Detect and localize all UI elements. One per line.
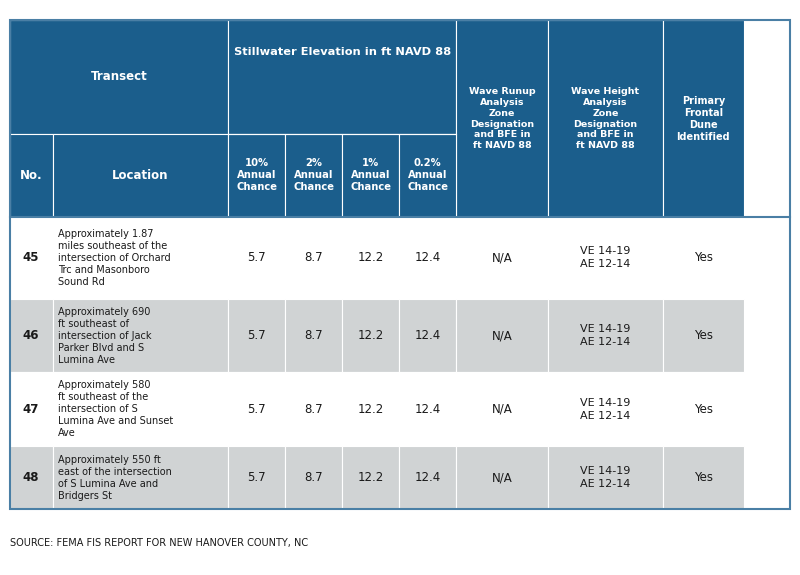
Text: 48: 48 bbox=[23, 471, 39, 484]
Bar bbox=[663, 298, 743, 373]
Bar bbox=[399, 217, 456, 298]
Text: VE 14-19
AE 12-14: VE 14-19 AE 12-14 bbox=[580, 466, 630, 489]
Text: Wave Height
Analysis
Zone
Designation
and BFE in
ft NAVD 88: Wave Height Analysis Zone Designation an… bbox=[571, 87, 639, 150]
Text: 5.7: 5.7 bbox=[247, 251, 266, 264]
Text: 5.7: 5.7 bbox=[247, 471, 266, 484]
Bar bbox=[663, 217, 743, 298]
Bar bbox=[399, 134, 456, 217]
Text: VE 14-19
AE 12-14: VE 14-19 AE 12-14 bbox=[580, 324, 630, 347]
Text: 12.4: 12.4 bbox=[414, 471, 441, 484]
Text: Approximately 580
ft southeast of the
intersection of S
Lumina Ave and Sunset
Av: Approximately 580 ft southeast of the in… bbox=[58, 381, 174, 438]
Text: 12.4: 12.4 bbox=[414, 403, 441, 416]
Bar bbox=[456, 373, 547, 446]
Text: VE 14-19
AE 12-14: VE 14-19 AE 12-14 bbox=[580, 246, 630, 270]
Text: Approximately 690
ft southeast of
intersection of Jack
Parker Blvd and S
Lumina : Approximately 690 ft southeast of inters… bbox=[58, 306, 152, 365]
Bar bbox=[342, 134, 399, 217]
Text: N/A: N/A bbox=[491, 403, 512, 416]
Text: 12.4: 12.4 bbox=[414, 251, 441, 264]
Bar bbox=[456, 217, 547, 298]
Text: No.: No. bbox=[20, 169, 42, 182]
Text: Yes: Yes bbox=[694, 471, 713, 484]
Bar bbox=[399, 446, 456, 509]
Text: Location: Location bbox=[112, 169, 169, 182]
Bar bbox=[342, 446, 399, 509]
Text: 10%
Annual
Chance: 10% Annual Chance bbox=[236, 159, 278, 193]
Text: Yes: Yes bbox=[694, 403, 713, 416]
Bar bbox=[547, 446, 663, 509]
Text: Stillwater Elevation in ft NAVD 88: Stillwater Elevation in ft NAVD 88 bbox=[234, 47, 450, 57]
Bar bbox=[547, 217, 663, 298]
Bar bbox=[399, 298, 456, 373]
Bar bbox=[228, 134, 286, 217]
Text: 12.4: 12.4 bbox=[414, 329, 441, 342]
Text: 12.2: 12.2 bbox=[358, 329, 384, 342]
Text: 0.2%
Annual
Chance: 0.2% Annual Chance bbox=[407, 159, 448, 193]
Text: 8.7: 8.7 bbox=[305, 329, 323, 342]
Bar bbox=[342, 217, 399, 298]
Text: N/A: N/A bbox=[491, 471, 512, 484]
Bar bbox=[53, 446, 228, 509]
Bar bbox=[456, 446, 547, 509]
Bar bbox=[399, 373, 456, 446]
Text: N/A: N/A bbox=[491, 329, 512, 342]
Bar bbox=[53, 134, 228, 217]
Text: Yes: Yes bbox=[694, 329, 713, 342]
Bar bbox=[10, 217, 53, 298]
Bar bbox=[53, 217, 228, 298]
Text: 12.2: 12.2 bbox=[358, 251, 384, 264]
Bar bbox=[547, 20, 663, 217]
Text: Approximately 550 ft
east of the intersection
of S Lumina Ave and
Bridgers St: Approximately 550 ft east of the interse… bbox=[58, 455, 172, 501]
Text: Transect: Transect bbox=[90, 71, 147, 83]
Text: 5.7: 5.7 bbox=[247, 329, 266, 342]
Bar bbox=[286, 217, 342, 298]
Bar bbox=[10, 20, 228, 134]
Text: 5.7: 5.7 bbox=[247, 403, 266, 416]
Text: 2%
Annual
Chance: 2% Annual Chance bbox=[294, 159, 334, 193]
Text: Primary
Frontal
Dune
Identified: Primary Frontal Dune Identified bbox=[677, 95, 730, 141]
Text: 45: 45 bbox=[23, 251, 39, 264]
Text: N/A: N/A bbox=[491, 251, 512, 264]
Text: 8.7: 8.7 bbox=[305, 471, 323, 484]
Text: 12.2: 12.2 bbox=[358, 471, 384, 484]
Text: 46: 46 bbox=[23, 329, 39, 342]
Text: VE 14-19
AE 12-14: VE 14-19 AE 12-14 bbox=[580, 398, 630, 421]
Bar bbox=[10, 298, 53, 373]
Text: 8.7: 8.7 bbox=[305, 403, 323, 416]
Text: 8.7: 8.7 bbox=[305, 251, 323, 264]
Text: 1%
Annual
Chance: 1% Annual Chance bbox=[350, 159, 391, 193]
Bar bbox=[228, 373, 286, 446]
Text: Wave Runup
Analysis
Zone
Designation
and BFE in
ft NAVD 88: Wave Runup Analysis Zone Designation and… bbox=[469, 87, 535, 150]
Text: SOURCE: FEMA FIS REPORT FOR NEW HANOVER COUNTY, NC: SOURCE: FEMA FIS REPORT FOR NEW HANOVER … bbox=[10, 538, 308, 549]
Bar bbox=[228, 446, 286, 509]
Bar bbox=[10, 134, 53, 217]
Bar bbox=[547, 373, 663, 446]
Bar bbox=[10, 446, 53, 509]
Bar bbox=[53, 373, 228, 446]
Text: 47: 47 bbox=[23, 403, 39, 416]
Bar bbox=[663, 446, 743, 509]
Bar bbox=[663, 20, 743, 217]
Bar bbox=[10, 20, 790, 509]
Bar bbox=[286, 134, 342, 217]
Bar bbox=[342, 298, 399, 373]
Bar bbox=[456, 298, 547, 373]
Bar bbox=[286, 298, 342, 373]
Bar bbox=[547, 298, 663, 373]
Bar bbox=[228, 217, 286, 298]
Bar bbox=[10, 373, 53, 446]
Bar bbox=[342, 373, 399, 446]
Bar bbox=[286, 373, 342, 446]
Text: Yes: Yes bbox=[694, 251, 713, 264]
Bar bbox=[53, 298, 228, 373]
Text: 12.2: 12.2 bbox=[358, 403, 384, 416]
Bar bbox=[228, 20, 456, 134]
Text: Approximately 1.87
miles southeast of the
intersection of Orchard
Trc and Masonb: Approximately 1.87 miles southeast of th… bbox=[58, 229, 170, 287]
Bar bbox=[456, 20, 547, 217]
Bar bbox=[663, 373, 743, 446]
Bar bbox=[228, 298, 286, 373]
Bar bbox=[286, 446, 342, 509]
